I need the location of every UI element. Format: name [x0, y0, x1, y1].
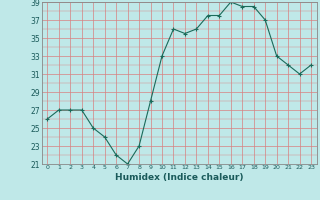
- X-axis label: Humidex (Indice chaleur): Humidex (Indice chaleur): [115, 173, 244, 182]
